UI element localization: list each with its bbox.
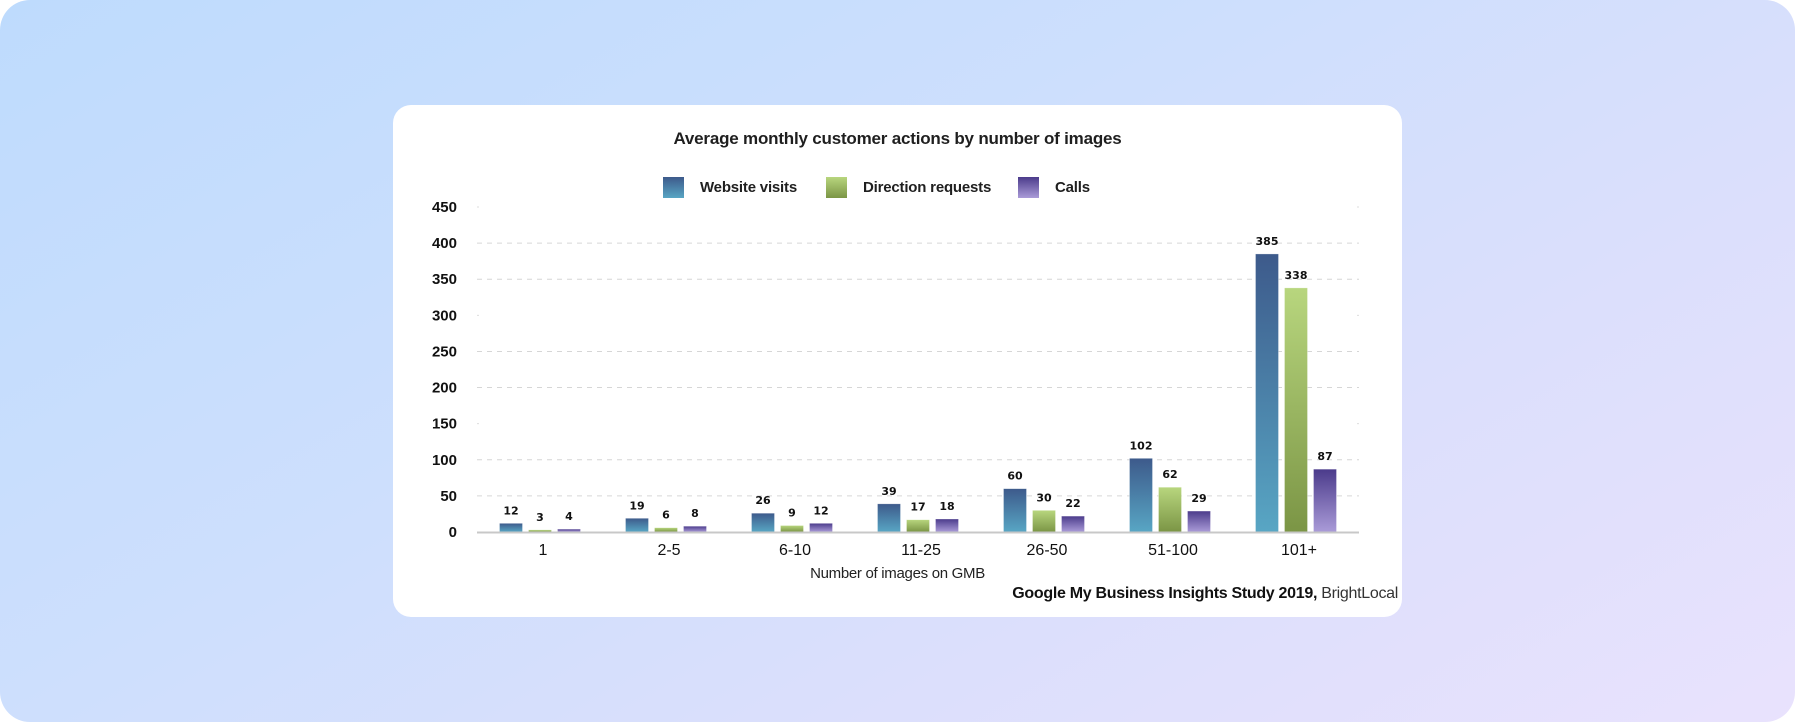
data-label: 4 bbox=[565, 510, 573, 523]
y-tick-label: 200 bbox=[432, 380, 457, 397]
y-tick-label: 100 bbox=[432, 452, 457, 469]
legend-swatch-direction-requests bbox=[826, 176, 847, 198]
data-label: 87 bbox=[1317, 450, 1332, 463]
data-label: 39 bbox=[881, 485, 896, 498]
x-tick-label: 11-25 bbox=[901, 542, 941, 559]
bar-direction-requests bbox=[1032, 510, 1056, 533]
bar-direction-requests bbox=[780, 525, 804, 533]
source-publisher: BrightLocal bbox=[1321, 585, 1398, 602]
y-tick-label: 400 bbox=[432, 235, 457, 252]
data-label: 3 bbox=[536, 511, 544, 524]
bar-website-visits bbox=[877, 503, 901, 533]
data-label: 30 bbox=[1036, 491, 1052, 504]
y-tick-label: 0 bbox=[449, 524, 457, 541]
x-tick-label: 26-50 bbox=[1027, 542, 1068, 559]
data-label: 29 bbox=[1191, 492, 1206, 505]
data-label: 19 bbox=[629, 499, 644, 512]
bar-website-visits bbox=[499, 523, 523, 533]
y-tick-label: 250 bbox=[432, 343, 457, 360]
data-label: 9 bbox=[788, 507, 796, 520]
source-study: Google My Business Insights Study 2019, bbox=[1012, 585, 1318, 602]
x-axis: 1 2-5 6-10 11-25 26-50 51-100 101+ bbox=[477, 531, 1359, 559]
bar-website-visits bbox=[1129, 458, 1153, 533]
source-credit: Google My Business Insights Study 2019, … bbox=[1012, 585, 1398, 603]
x-tick-label: 51-100 bbox=[1148, 542, 1198, 559]
legend-label-direction-requests: Direction requests bbox=[863, 178, 992, 196]
chart-legend: Website visits Direction requests Calls bbox=[0, 175, 1795, 199]
bar-calls bbox=[683, 525, 707, 533]
x-tick-label: 1 bbox=[539, 542, 548, 559]
bar-website-visits bbox=[1003, 488, 1027, 533]
bar-calls bbox=[1061, 515, 1085, 533]
legend-item-calls: Calls bbox=[1018, 175, 1090, 199]
bar-calls bbox=[935, 518, 959, 533]
bar-website-visits bbox=[625, 517, 649, 533]
x-tick-label: 6-10 bbox=[779, 542, 811, 559]
bar-direction-requests bbox=[906, 519, 930, 533]
chart-title: Average monthly customer actions by numb… bbox=[673, 129, 1122, 148]
bar-direction-requests bbox=[1158, 486, 1182, 533]
bar-calls bbox=[1187, 510, 1211, 533]
data-label: 385 bbox=[1256, 235, 1279, 248]
y-tick-label: 50 bbox=[440, 488, 457, 505]
data-label: 22 bbox=[1065, 497, 1080, 510]
data-label: 338 bbox=[1285, 269, 1308, 282]
x-tick-label: 2-5 bbox=[657, 542, 680, 559]
gridlines bbox=[477, 206, 1359, 497]
data-label: 60 bbox=[1007, 470, 1023, 483]
y-tick-label: 300 bbox=[432, 307, 457, 324]
legend-item-direction-requests: Direction requests bbox=[826, 175, 991, 199]
bar-calls bbox=[809, 523, 833, 533]
data-label: 62 bbox=[1162, 468, 1177, 481]
legend-swatch-calls bbox=[1018, 176, 1039, 198]
bar-direction-requests bbox=[654, 527, 678, 533]
data-label: 12 bbox=[813, 504, 828, 517]
data-label: 6 bbox=[662, 509, 670, 522]
bar-website-visits bbox=[1255, 253, 1279, 533]
bar-calls bbox=[1313, 468, 1337, 533]
data-label: 26 bbox=[755, 494, 771, 507]
legend-swatch-website-visits bbox=[663, 176, 684, 198]
y-axis: 0 50 100 150 200 250 300 350 400 450 bbox=[432, 199, 457, 541]
data-label: 18 bbox=[939, 500, 954, 513]
y-tick-label: 150 bbox=[432, 416, 457, 433]
data-label: 17 bbox=[910, 501, 925, 514]
y-tick-label: 350 bbox=[432, 271, 457, 288]
x-tick-label: 101+ bbox=[1281, 542, 1317, 559]
data-label: 102 bbox=[1130, 439, 1153, 452]
y-tick-label: 450 bbox=[432, 199, 457, 216]
data-label: 8 bbox=[691, 507, 699, 520]
bar-website-visits bbox=[751, 512, 775, 533]
bar-direction-requests bbox=[1284, 287, 1308, 533]
legend-item-website-visits: Website visits bbox=[663, 175, 797, 199]
x-axis-title: Number of images on GMB bbox=[810, 565, 985, 582]
data-label: 12 bbox=[503, 504, 518, 517]
legend-label-website-visits: Website visits bbox=[700, 178, 797, 196]
legend-label-calls: Calls bbox=[1055, 178, 1090, 196]
